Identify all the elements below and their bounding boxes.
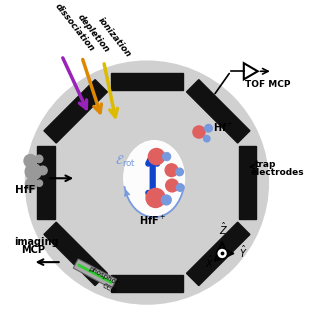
Polygon shape — [44, 222, 107, 286]
Text: ionization: ionization — [96, 16, 133, 59]
Polygon shape — [73, 259, 116, 289]
Circle shape — [162, 152, 171, 161]
Circle shape — [146, 188, 165, 207]
Polygon shape — [77, 263, 113, 284]
Text: imaging: imaging — [14, 237, 58, 247]
Text: MCP: MCP — [21, 245, 45, 254]
Polygon shape — [111, 275, 183, 292]
Polygon shape — [111, 73, 183, 90]
Circle shape — [217, 248, 228, 259]
Text: CCD: CCD — [101, 283, 116, 295]
Text: phosphor: phosphor — [88, 266, 119, 286]
Circle shape — [35, 155, 43, 162]
Text: $\mathcal{E}_{\rm rot}$: $\mathcal{E}_{\rm rot}$ — [115, 154, 136, 169]
Polygon shape — [187, 80, 250, 143]
Circle shape — [176, 168, 183, 176]
Circle shape — [148, 149, 165, 165]
Text: depletion: depletion — [76, 13, 112, 55]
Text: TOF MCP: TOF MCP — [245, 80, 291, 89]
Text: trap: trap — [256, 160, 277, 169]
Text: dissociation: dissociation — [53, 2, 96, 53]
Polygon shape — [187, 222, 250, 286]
Circle shape — [25, 163, 41, 180]
Circle shape — [26, 178, 37, 190]
Text: HfF: HfF — [15, 185, 36, 195]
Polygon shape — [44, 80, 107, 143]
Polygon shape — [239, 147, 256, 219]
Circle shape — [193, 126, 205, 138]
Circle shape — [176, 184, 184, 191]
Circle shape — [165, 164, 178, 176]
Text: HfF$^+$: HfF$^+$ — [139, 214, 167, 227]
Circle shape — [26, 61, 268, 304]
Ellipse shape — [124, 141, 184, 216]
Text: $\hat{X}$: $\hat{X}$ — [205, 254, 215, 270]
Circle shape — [161, 195, 171, 205]
Text: $\hat{Y}$: $\hat{Y}$ — [240, 243, 248, 260]
Circle shape — [39, 166, 47, 175]
Text: $\hat{Z}$: $\hat{Z}$ — [219, 221, 228, 237]
Circle shape — [204, 136, 210, 142]
Text: electrodes: electrodes — [250, 168, 304, 177]
Circle shape — [36, 180, 42, 186]
Circle shape — [166, 179, 178, 192]
Circle shape — [205, 124, 212, 132]
Polygon shape — [37, 147, 55, 219]
Circle shape — [24, 155, 37, 167]
Text: Hf$^+$: Hf$^+$ — [212, 121, 233, 134]
